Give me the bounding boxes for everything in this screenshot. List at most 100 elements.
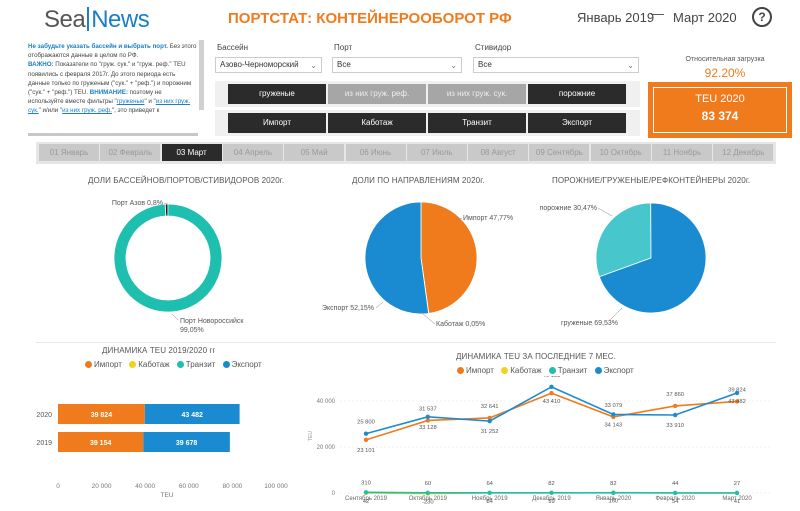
bar-title: ДИНАМИКА TEU 2019/2020 гг bbox=[102, 346, 216, 355]
month-tab-3[interactable]: 03 Март bbox=[161, 144, 222, 161]
direction-cabotage-button[interactable]: Каботаж bbox=[328, 113, 426, 133]
notice-link-reef[interactable]: из них груж. реф. bbox=[62, 107, 112, 115]
line-point-Экспорт-4[interactable] bbox=[611, 412, 616, 417]
line-label-Импорт-3: 43 410 bbox=[543, 399, 561, 405]
line-xtick-2: Ноябрь 2019 bbox=[472, 496, 508, 502]
pie3-slice-1[interactable] bbox=[598, 202, 707, 314]
month-tab-9[interactable]: 09 Сентябрь bbox=[529, 144, 590, 161]
line-label-Экспорт-2: 31 252 bbox=[481, 429, 499, 435]
load-label: Относительная загрузка bbox=[685, 56, 765, 63]
bar-legend: Импорт Каботаж Транзит Экспорт bbox=[85, 360, 262, 369]
bar-legend-cabotage: Каботаж bbox=[138, 360, 170, 369]
line-legend-export: Экспорт bbox=[603, 366, 634, 375]
bar-legend-import: Импорт bbox=[94, 360, 122, 369]
line-xtick-3: Декабрь 2019 bbox=[532, 496, 571, 502]
line-point-Импорт-2[interactable] bbox=[487, 415, 492, 421]
line-label-Каботаж-6: 41 bbox=[734, 499, 740, 505]
pie2-label-cabotage: Каботаж 0,05% bbox=[436, 320, 485, 328]
period-to[interactable]: Март 2020 bbox=[673, 10, 737, 25]
line-label-Транзит-3: 82 bbox=[548, 481, 554, 487]
pie3-slice-0[interactable] bbox=[595, 202, 652, 278]
bar-2019-0[interactable] bbox=[58, 432, 144, 452]
cargo-reef-button[interactable]: из них груж. реф. bbox=[328, 84, 426, 104]
line-point-Импорт-6[interactable] bbox=[734, 399, 740, 404]
notice-scrollbar[interactable] bbox=[199, 40, 204, 110]
pie2-slice-2[interactable] bbox=[364, 201, 430, 315]
line-ytick-2: 0 bbox=[332, 491, 336, 497]
month-tab-7[interactable]: 07 Июль bbox=[406, 144, 467, 161]
month-tab-6[interactable]: 06 Июнь bbox=[345, 144, 406, 161]
cargo-loaded-button[interactable]: груженые bbox=[228, 84, 326, 104]
line-label-Импорт-6: 39 824 bbox=[728, 387, 747, 393]
line-point-Транзит-0[interactable] bbox=[363, 490, 369, 495]
line-point-Экспорт-3[interactable] bbox=[549, 384, 554, 390]
cargo-empty-button[interactable]: порожние bbox=[528, 84, 626, 104]
month-tab-8[interactable]: 08 Август bbox=[468, 144, 529, 161]
notice-bold: Не забудьте указать бассейн и выбрать по… bbox=[28, 43, 168, 50]
notice-rest: Без этого отображаются данные в целом по… bbox=[28, 43, 197, 60]
notice-link-dry[interactable]: из них груж. сук. bbox=[28, 98, 191, 115]
notice-important-label: ВАЖНО: bbox=[28, 61, 54, 69]
bar-xtick-1: 20 000 bbox=[92, 483, 112, 490]
direction-import-button[interactable]: Импорт bbox=[228, 113, 326, 133]
line-point-Импорт-1[interactable] bbox=[425, 418, 431, 423]
line-point-Импорт-5[interactable] bbox=[672, 403, 678, 409]
line-label-Импорт-4: 33 079 bbox=[604, 403, 622, 409]
line-label-Транзит-5: 44 bbox=[672, 481, 679, 487]
period-from[interactable]: Январь 2019 bbox=[577, 10, 655, 25]
month-tab-1[interactable]: 01 Январь bbox=[39, 144, 99, 161]
bar-xtick-5: 100 000 bbox=[264, 483, 288, 490]
line-point-Экспорт-5[interactable] bbox=[672, 412, 678, 418]
pie2-slice-0[interactable] bbox=[420, 201, 478, 314]
month-tab-11[interactable]: 11 Ноябрь bbox=[652, 144, 712, 161]
month-selector: 01 Январь 02 Февраль 03 Март 04 Апрель 05 Ма… bbox=[36, 142, 776, 164]
month-tab-12[interactable]: 12 Декабрь bbox=[713, 144, 774, 161]
notice-link-loaded[interactable]: груженые bbox=[116, 98, 145, 106]
line-label-Импорт-5: 37 860 bbox=[666, 392, 684, 398]
line-point-Экспорт-2[interactable] bbox=[487, 418, 492, 424]
basin-select[interactable]: Азово-Черноморский ⌄ bbox=[215, 57, 322, 73]
direction-export-button[interactable]: Экспорт bbox=[528, 113, 626, 133]
bar-legend-transit: Транзит bbox=[185, 360, 216, 369]
bar-xtick-0: 0 bbox=[56, 483, 60, 490]
bar-xtick-2: 40 000 bbox=[135, 483, 155, 490]
teu-label: TEU 2020 bbox=[695, 93, 745, 105]
bar-2020-1[interactable] bbox=[144, 404, 240, 424]
line-label-Каботаж-3: 59 bbox=[548, 499, 554, 505]
line-point-Транзит-5[interactable] bbox=[672, 490, 678, 496]
line-label-Каботаж-2: 84 bbox=[486, 499, 493, 505]
bar-legend-export: Экспорт bbox=[231, 360, 262, 369]
line-legend-import: Импорт bbox=[466, 366, 494, 375]
line-point-Транзит-2[interactable] bbox=[487, 490, 492, 496]
month-tab-2[interactable]: 02 Февраль bbox=[100, 144, 161, 161]
line-label-Экспорт-3: 46 153 bbox=[543, 376, 561, 379]
teu-value: 83 374 bbox=[701, 109, 739, 123]
pie2-label-import: Импорт 47,77% bbox=[463, 215, 513, 222]
line-point-Транзит-3[interactable] bbox=[549, 490, 554, 496]
line-xtick-1: Октябрь 2019 bbox=[409, 496, 448, 502]
bar-2020-0[interactable] bbox=[58, 404, 145, 424]
port-select[interactable]: Все ⌄ bbox=[332, 57, 462, 73]
month-tab-4[interactable]: 04 Апрель bbox=[222, 144, 283, 161]
line-point-Импорт-0[interactable] bbox=[363, 437, 369, 443]
line-point-Экспорт-6[interactable] bbox=[734, 390, 740, 396]
line-point-Транзит-6[interactable] bbox=[734, 490, 740, 496]
line-point-Транзит-4[interactable] bbox=[611, 490, 616, 496]
cargo-dry-button[interactable]: из них груж. сук. bbox=[428, 84, 526, 104]
month-tab-5[interactable]: 05 Май bbox=[284, 144, 345, 161]
help-icon[interactable]: ? bbox=[752, 7, 772, 27]
line-point-Экспорт-1[interactable] bbox=[425, 414, 431, 420]
line-ylabel: TEU bbox=[308, 431, 314, 441]
stevedore-select[interactable]: Все ⌄ bbox=[473, 57, 639, 73]
pie1-label-novorossiysk: Порт Новороссийск bbox=[180, 317, 244, 325]
direction-transit-button[interactable]: Транзит bbox=[428, 113, 526, 133]
line-label-Каботаж-0: 42 bbox=[363, 499, 369, 505]
pie1-slice-1[interactable] bbox=[113, 203, 223, 313]
month-tab-10[interactable]: 10 Октябрь bbox=[590, 144, 651, 161]
bar-2019-1[interactable] bbox=[143, 432, 230, 452]
line-point-Импорт-3[interactable] bbox=[549, 390, 554, 396]
line-point-Транзит-1[interactable] bbox=[425, 490, 431, 496]
line-point-Экспорт-0[interactable] bbox=[363, 431, 369, 436]
pie1-label-novorossiysk-value: 99,05% bbox=[180, 327, 204, 334]
line-label-Каботаж-5: 54 bbox=[672, 499, 679, 505]
